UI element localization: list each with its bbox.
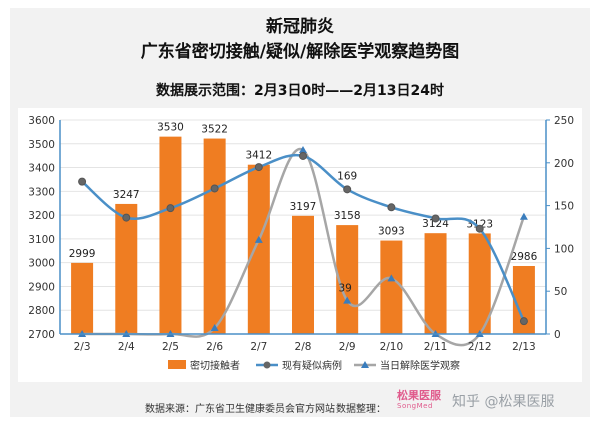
plot-area: 2999 3247 3530 3522 3412 3197 3158 3093 3124 3123… (18, 108, 582, 382)
legend-bar-swatch (168, 360, 186, 369)
bar-data-label: 3093 (378, 226, 405, 238)
chart-date-range: 数据展示范围：2月3日0时——2月13日24时 (156, 83, 444, 99)
suspected-marker (299, 151, 307, 160)
bar (380, 240, 403, 334)
x-tick-label: 2/8 (295, 341, 312, 353)
released-marker (210, 324, 219, 332)
legend-label: 现有疑似病例 (282, 359, 342, 372)
left-tick-label: 3500 (28, 139, 55, 151)
suspected-marker (78, 177, 87, 186)
right-tick-label: 150 (554, 201, 574, 213)
legend: 密切接触者 现有疑似病例 当日解除医学观察 (168, 359, 460, 372)
chart-title-line-2: 广东省密切接触/疑似/解除医学观察趋势图 (140, 42, 460, 62)
bar-data-label: 3197 (290, 201, 317, 213)
bar (71, 262, 94, 334)
zhihu-watermark: 知乎 @松果医服 (452, 394, 555, 410)
right-tick-label: 200 (554, 158, 574, 170)
chart-title-line-1: 新冠肺炎 (266, 17, 334, 37)
suspected-marker (254, 163, 263, 172)
released-data-label: 39 (338, 283, 351, 295)
right-tick-label: 100 (554, 243, 574, 255)
x-tick-label: 2/3 (74, 341, 91, 353)
x-tick-label: 2/5 (162, 341, 179, 353)
released-marker (519, 212, 528, 220)
right-tick-label: 0 (554, 329, 561, 341)
left-tick-label: 2700 (28, 329, 55, 341)
suspected-marker (343, 185, 352, 194)
bar-data-label: 3522 (201, 124, 228, 136)
released-marker (299, 145, 307, 153)
suspected-marker (431, 214, 440, 223)
bar-data-label: 3124 (422, 218, 449, 230)
data-organizer-label: 数据整理： (336, 404, 386, 415)
bar (247, 164, 270, 334)
left-tick-label: 2900 (28, 281, 55, 293)
songmed-logo: 松果医服 SongMed (397, 389, 445, 413)
left-tick-label: 3300 (28, 186, 55, 198)
right-tick-label: 250 (554, 115, 574, 127)
right-tick-label: 50 (554, 286, 567, 298)
logo-subtitle: SongMed (397, 402, 433, 410)
bar-data-label: 3530 (157, 122, 184, 134)
bar-data-label: 2999 (69, 248, 96, 260)
suspected-marker (166, 204, 175, 213)
x-tick-label: 2/12 (468, 341, 492, 353)
legend-label: 当日解除医学观察 (380, 359, 460, 372)
suspected-marker (475, 224, 484, 233)
left-tick-label: 3400 (28, 163, 55, 175)
bar (292, 215, 314, 334)
suspected-marker (122, 213, 131, 222)
x-tick-label: 2/11 (424, 341, 448, 353)
bar-data-label: 3158 (334, 210, 361, 222)
x-tick-label: 2/6 (206, 341, 223, 353)
suspected-marker (210, 184, 219, 193)
x-tick-label: 2/9 (339, 341, 356, 353)
left-tick-label: 3600 (28, 115, 55, 127)
bar (115, 203, 138, 334)
bar (159, 136, 182, 334)
left-tick-label: 3000 (28, 258, 55, 270)
released-marker (343, 296, 352, 304)
x-tick-label: 2/7 (250, 341, 267, 353)
x-tick-label: 2/10 (380, 341, 404, 353)
bar-data-label: 2986 (511, 251, 538, 263)
legend-label: 密切接触者 (190, 359, 240, 372)
released-marker (254, 235, 263, 243)
x-tick-label: 2/13 (512, 341, 536, 353)
suspected-data-label: 169 (337, 170, 357, 182)
axes: 2700 2800 2900 3000 3100 3200 3300 3400 3500 3600… (28, 115, 574, 353)
logo-name: 松果医服 (397, 389, 441, 402)
left-tick-label: 2800 (28, 305, 55, 317)
x-tick-label: 2/4 (118, 341, 135, 353)
bar-data-label: 3412 (245, 150, 272, 162)
data-source: 数据来源：广东省卫生健康委员会官方网站 (145, 404, 335, 415)
bar (512, 265, 535, 334)
bar (468, 233, 491, 334)
bar (424, 233, 447, 334)
legend-released-marker (361, 361, 369, 368)
suspected-marker (519, 317, 528, 326)
legend-suspected-marker (263, 361, 271, 369)
left-tick-label: 3100 (28, 234, 55, 246)
bar-data-label: 3247 (113, 189, 140, 201)
suspected-marker (387, 203, 396, 212)
bar-series (71, 136, 535, 334)
left-tick-label: 3200 (28, 210, 55, 222)
released-marker (387, 274, 396, 282)
bar (203, 138, 226, 334)
